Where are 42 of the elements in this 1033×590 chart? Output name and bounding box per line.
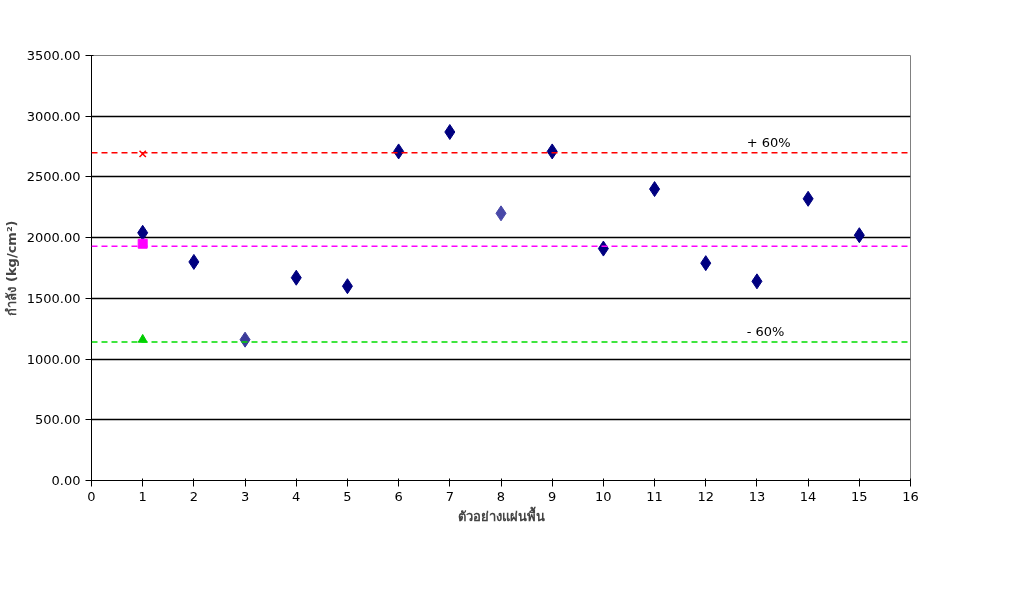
x-tick-label: 0	[87, 488, 96, 504]
x-tick-label: 5	[343, 488, 352, 504]
y-tick-label: 500.00	[35, 412, 81, 428]
y-tick-label: 2500.00	[26, 169, 81, 185]
x-axis-title: ตัวอย่างแผ่นพื้น	[457, 505, 545, 524]
x-tick-label: 12	[697, 488, 715, 504]
point	[444, 124, 456, 140]
x-tick-label: 9	[548, 488, 557, 504]
annotation: + 60%	[746, 134, 791, 150]
point	[546, 143, 558, 160]
y-axis-title: กำลัง (kg/cm²)	[3, 220, 19, 316]
point	[802, 190, 814, 207]
x-tick-label: 8	[496, 488, 506, 504]
y-tick-label: 1000.00	[26, 351, 81, 367]
point	[290, 269, 302, 286]
point	[853, 227, 865, 244]
point	[495, 205, 507, 222]
x-tick-label: 16	[902, 488, 919, 504]
point	[700, 255, 712, 272]
x-tick-label: 6	[394, 488, 403, 504]
x-tick-label: 7	[445, 488, 454, 504]
y-tick-label: 3000.00	[26, 108, 81, 124]
point	[393, 143, 405, 160]
point	[137, 224, 149, 241]
x-tick-label: 14	[799, 488, 817, 504]
x-tick-label: 11	[646, 488, 663, 504]
x-tick-label: 1	[138, 488, 147, 504]
point	[751, 273, 763, 290]
annotation: - 60%	[746, 324, 785, 340]
point	[188, 253, 200, 270]
x-tick-label: 3	[240, 488, 250, 504]
y-tick-label: 2000.00	[26, 230, 81, 246]
x-tick-label: 13	[748, 488, 766, 504]
y-tick-label: 3500.00	[26, 48, 81, 63]
y-tick-label: 0.00	[51, 473, 81, 488]
point	[341, 278, 353, 295]
x-tick-label: 15	[851, 488, 868, 504]
x-tick-label: 10	[595, 488, 612, 504]
x-tick-label: 2	[189, 488, 199, 504]
y-tick-label: 1500.00	[26, 290, 81, 306]
point	[649, 181, 661, 198]
x-tick-label: 4	[292, 488, 301, 504]
